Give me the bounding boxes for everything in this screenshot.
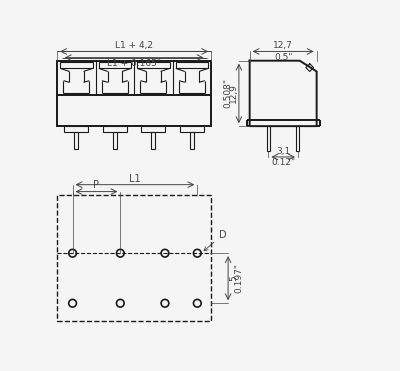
- Bar: [267, 126, 270, 151]
- Text: 0.12": 0.12": [271, 158, 295, 167]
- Text: D: D: [204, 230, 226, 251]
- Text: 0.197": 0.197": [234, 263, 243, 293]
- Text: L1 + 4,2: L1 + 4,2: [115, 41, 153, 50]
- Bar: [113, 132, 117, 149]
- Bar: [103, 126, 127, 132]
- Bar: [64, 126, 88, 132]
- Text: P: P: [94, 180, 100, 190]
- Bar: [190, 132, 194, 149]
- Text: 12,9: 12,9: [229, 83, 238, 104]
- Bar: [57, 61, 211, 126]
- Bar: [74, 132, 78, 149]
- Bar: [60, 62, 92, 68]
- Bar: [176, 62, 208, 68]
- Bar: [152, 132, 155, 149]
- Bar: [99, 62, 131, 68]
- Bar: [137, 62, 170, 68]
- Bar: [296, 126, 300, 151]
- Text: 0.5": 0.5": [274, 53, 292, 62]
- Text: 3,1: 3,1: [276, 147, 290, 156]
- Bar: [142, 126, 165, 132]
- Bar: [57, 196, 211, 321]
- Text: 5: 5: [230, 275, 239, 281]
- Text: 0.508": 0.508": [224, 78, 233, 108]
- Text: 12,7: 12,7: [273, 41, 293, 50]
- Text: L1: L1: [129, 174, 141, 184]
- Bar: [180, 126, 204, 132]
- Text: L1 + 0.165": L1 + 0.165": [107, 59, 161, 68]
